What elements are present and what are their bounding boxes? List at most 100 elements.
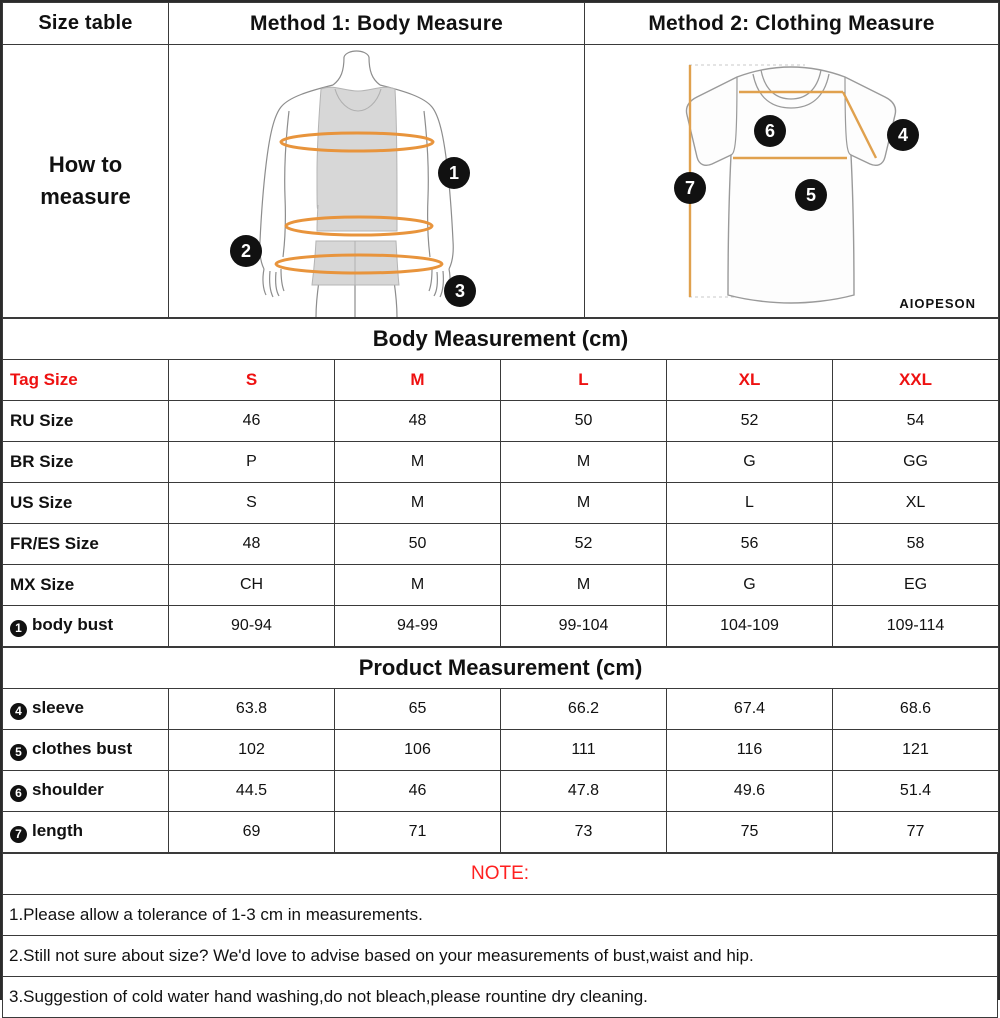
cell-sleeve-s: 63.8	[168, 688, 335, 730]
brand-logo-text: AIOPESON	[899, 296, 976, 311]
row-label-body-bust-text: body bust	[32, 615, 114, 634]
cell-br-l: M	[500, 441, 667, 483]
table-row: BR Size P M M G GG	[2, 441, 1000, 483]
note-line-1: 1.Please allow a tolerance of 1-3 cm in …	[2, 894, 998, 936]
cell-mx-xl: G	[666, 564, 833, 606]
how-to-measure-cell: How to measure	[2, 44, 169, 318]
cell-ru-xxl: 54	[831, 400, 1000, 442]
body-measurement-banner-row: Body Measurement (cm)	[1, 318, 1000, 360]
cell-sleeve-m: 65	[334, 688, 501, 730]
cell-br-xl: G	[666, 441, 833, 483]
cell-shoulder-l: 47.8	[500, 770, 667, 812]
badge-6-icon: 6	[10, 785, 27, 802]
note-row: 3.Suggestion of cold water hand washing,…	[2, 976, 998, 1018]
note-title-row: NOTE:	[2, 853, 998, 895]
tshirt-illustration	[685, 64, 897, 304]
cell-mx-l: M	[500, 564, 667, 606]
cell-bodybust-m: 94-99	[334, 605, 501, 647]
row-label-clothes-bust: 5 clothes bust	[2, 729, 169, 771]
cell-br-s: P	[168, 441, 335, 483]
body-measurement-title: Body Measurement (cm)	[1, 318, 1000, 360]
cell-fres-xxl: 58	[831, 523, 1000, 565]
table-row: 4 sleeve 63.8 65 66.2 67.4 68.6	[2, 688, 999, 730]
cell-clothesbust-m: 106	[334, 729, 501, 771]
cell-clothesbust-s: 102	[168, 729, 335, 771]
row-label-fres-size: FR/ES Size	[2, 523, 169, 565]
waist-measure-band	[284, 215, 434, 237]
note-row: 2.Still not sure about size? We'd love t…	[2, 935, 998, 977]
cell-ru-l: 50	[500, 400, 667, 442]
badge-5-icon: 5	[10, 744, 27, 761]
table-row: 6 shoulder 44.5 46 47.8 49.6 51.4	[2, 770, 999, 812]
cell-clothesbust-xl: 116	[666, 729, 833, 771]
body-measurement-table: Body Measurement (cm) Tag Size S M L XL …	[1, 318, 1000, 647]
hip-measure-band	[274, 253, 444, 275]
cell-length-xl: 75	[666, 811, 833, 853]
table-row: 7 length 69 71 73 75 77	[2, 811, 999, 853]
body-measure-diagram-cell: 1 2 3	[168, 44, 585, 318]
note-row: 1.Please allow a tolerance of 1-3 cm in …	[2, 894, 998, 936]
table-row: 5 clothes bust 102 106 111 116 121	[2, 729, 999, 771]
cell-clothesbust-l: 111	[500, 729, 667, 771]
cell-ru-m: 48	[334, 400, 501, 442]
cell-length-m: 71	[334, 811, 501, 853]
badge-4-icon: 4	[10, 703, 27, 720]
table-row: MX Size CH M M G EG	[2, 564, 1000, 606]
product-measurement-banner-row: Product Measurement (cm)	[2, 647, 999, 689]
size-header-s: S	[168, 359, 335, 401]
row-label-length: 7 length	[2, 811, 169, 853]
row-label-sleeve: 4 sleeve	[2, 688, 169, 730]
cell-length-xxl: 77	[832, 811, 999, 853]
marker-4-sleeve: 4	[887, 119, 919, 151]
cell-fres-m: 50	[334, 523, 501, 565]
row-label-length-text: length	[32, 821, 83, 840]
marker-7-length: 7	[674, 172, 706, 204]
cell-mx-s: CH	[168, 564, 335, 606]
cell-bodybust-xl: 104-109	[666, 605, 833, 647]
row-label-shoulder-text: shoulder	[32, 780, 104, 799]
cell-shoulder-xxl: 51.4	[832, 770, 999, 812]
bust-measure-band	[279, 131, 435, 153]
how-to-measure-text: How to measure	[3, 149, 168, 213]
cell-us-l: M	[500, 482, 667, 524]
table-row: 1 body bust 90-94 94-99 99-104 104-109 10…	[2, 605, 1000, 647]
size-table-header: Size table	[2, 2, 169, 45]
cell-fres-l: 52	[500, 523, 667, 565]
how-to-measure-table: Size table Method 1: Body Measure Method…	[2, 2, 999, 318]
cell-us-m: M	[334, 482, 501, 524]
cell-us-xxl: XL	[831, 482, 1000, 524]
size-header-l: L	[500, 359, 667, 401]
note-table: NOTE: 1.Please allow a tolerance of 1-3 …	[2, 853, 998, 1018]
marker-1-body-bust: 1	[438, 157, 470, 189]
size-header-m: M	[334, 359, 501, 401]
cell-shoulder-s: 44.5	[168, 770, 335, 812]
table-row: FR/ES Size 48 50 52 56 58	[2, 523, 1000, 565]
badge-7-icon: 7	[10, 826, 27, 843]
badge-1-icon: 1	[10, 620, 27, 637]
row-label-clothes-bust-text: clothes bust	[32, 739, 133, 758]
cell-bodybust-l: 99-104	[500, 605, 667, 647]
row-label-us-size: US Size	[2, 482, 169, 524]
method1-header: Method 1: Body Measure	[168, 2, 585, 45]
cell-br-m: M	[334, 441, 501, 483]
cell-ru-xl: 52	[666, 400, 833, 442]
cell-bodybust-s: 90-94	[168, 605, 335, 647]
how-to-line-2: measure	[40, 184, 131, 209]
shorts-shape	[311, 240, 400, 286]
note-line-2: 2.Still not sure about size? We'd love t…	[2, 935, 998, 977]
clothing-measure-diagram-cell: 6 4 5 7 AIOPESON	[584, 44, 999, 318]
size-header-xxl: XXL	[831, 359, 1000, 401]
marker-2-waist: 2	[230, 235, 262, 267]
tank-top-shape	[316, 86, 398, 232]
cell-ru-s: 46	[168, 400, 335, 442]
cell-sleeve-l: 66.2	[500, 688, 667, 730]
cell-br-xxl: GG	[831, 441, 1000, 483]
row-label-shoulder: 6 shoulder	[2, 770, 169, 812]
cell-us-s: S	[168, 482, 335, 524]
cell-fres-xl: 56	[666, 523, 833, 565]
diagram-row: How to measure	[2, 44, 999, 318]
cell-clothesbust-xxl: 121	[832, 729, 999, 771]
size-header-xl: XL	[666, 359, 833, 401]
top-header-row: Size table Method 1: Body Measure Method…	[2, 2, 999, 45]
